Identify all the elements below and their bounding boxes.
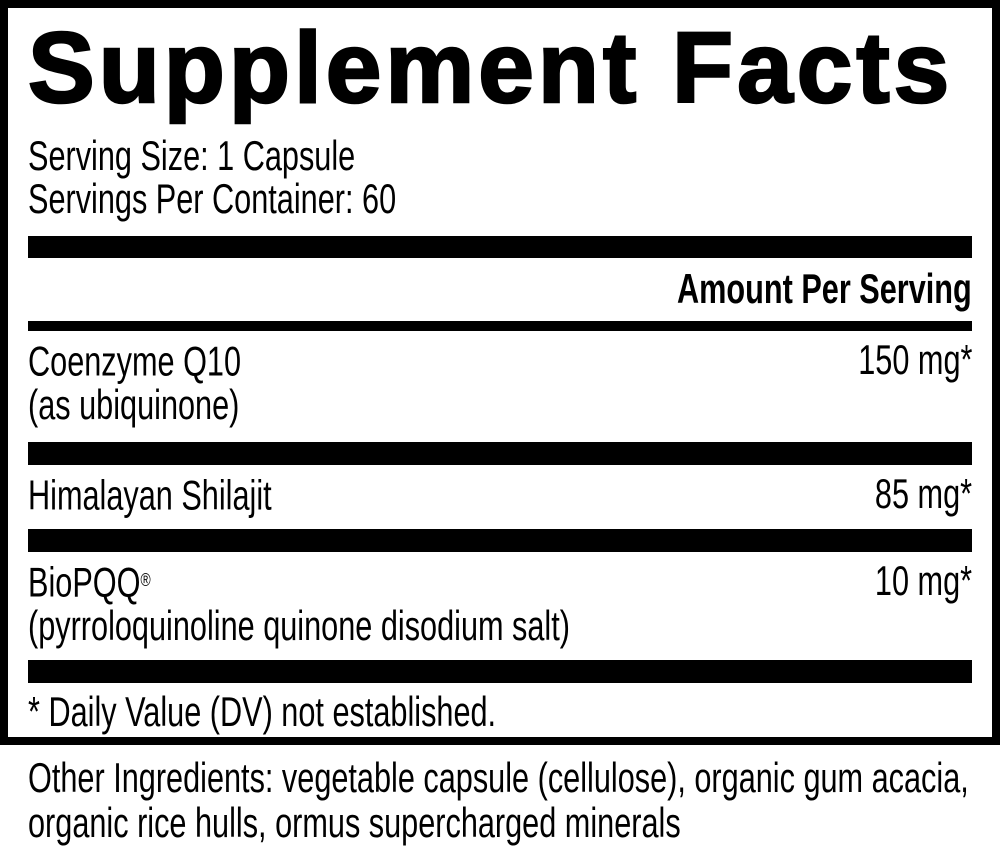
ingredient-name: Himalayan Shilajit <box>28 472 362 517</box>
ingredient-name-text: BioPQQ <box>28 558 141 606</box>
ingredient-row-himalayan-shilajit: Himalayan Shilajit 85 mg* <box>28 465 972 517</box>
ingredient-name: Coenzyme Q10 <box>28 338 320 383</box>
servings-per-container: Servings Per Container: 60 <box>28 177 972 220</box>
ingredient-row-biopqq: BioPQQ® (pyrroloquinoline quinone disodi… <box>28 552 972 648</box>
serving-size-text: Serving Size: 1 Capsule <box>28 132 356 179</box>
amount-per-serving-text: Amount Per Serving <box>677 265 972 312</box>
ingredient-amount-text: 150 mg* <box>857 336 972 383</box>
separator-bar-thick-2 <box>28 442 972 466</box>
ingredient-amount: 10 mg* <box>839 556 972 604</box>
other-ingredients: Other Ingredients: vegetable capsule (ce… <box>28 755 1000 845</box>
ingredient-name-block: BioPQQ® (pyrroloquinoline quinone disodi… <box>28 559 770 648</box>
ingredient-name: BioPQQ® <box>28 559 770 604</box>
ingredient-name-block: Coenzyme Q10 (as ubiquinone) <box>28 338 320 427</box>
ingredient-detail: (pyrroloquinoline quinone disodium salt) <box>28 604 770 648</box>
separator-bar-thick-top <box>28 236 972 258</box>
ingredient-row-coenzyme-q10: Coenzyme Q10 (as ubiquinone) 150 mg* <box>28 331 972 427</box>
ingredient-amount: 85 mg* <box>839 472 972 516</box>
separator-bar-thick-bottom <box>28 660 972 684</box>
serving-info: Serving Size: 1 Capsule Servings Per Con… <box>28 134 972 220</box>
ingredient-amount: 150 mg* <box>816 338 972 382</box>
separator-bar-thin <box>28 321 972 331</box>
supplement-facts-panel: Supplement Facts Serving Size: 1 Capsule… <box>0 0 1000 745</box>
ingredient-detail-text: (as ubiquinone) <box>28 381 240 429</box>
footnote-text: * Daily Value (DV) not established. <box>28 688 497 736</box>
servings-per-container-text: Servings Per Container: 60 <box>28 175 397 222</box>
ingredient-amount-text: 85 mg* <box>874 470 972 518</box>
other-ingredients-text: Other Ingredients: vegetable capsule (ce… <box>28 754 969 846</box>
ingredient-name-block: Himalayan Shilajit <box>28 472 362 517</box>
serving-size: Serving Size: 1 Capsule <box>28 134 972 177</box>
supplement-facts-title: Supplement Facts <box>27 12 954 124</box>
ingredient-detail: (as ubiquinone) <box>28 383 320 427</box>
ingredient-detail-text: (pyrroloquinoline quinone disodium salt) <box>28 602 570 650</box>
ingredient-amount-text: 10 mg* <box>874 556 972 604</box>
registered-trademark: ® <box>140 569 151 591</box>
ingredient-name-text: Coenzyme Q10 <box>28 337 242 385</box>
ingredient-name-text: Himalayan Shilajit <box>28 471 272 519</box>
amount-per-serving-header: Amount Per Serving <box>28 266 972 312</box>
separator-bar-thick-3 <box>28 528 972 552</box>
footnote-daily-value: * Daily Value (DV) not established. <box>28 683 972 734</box>
